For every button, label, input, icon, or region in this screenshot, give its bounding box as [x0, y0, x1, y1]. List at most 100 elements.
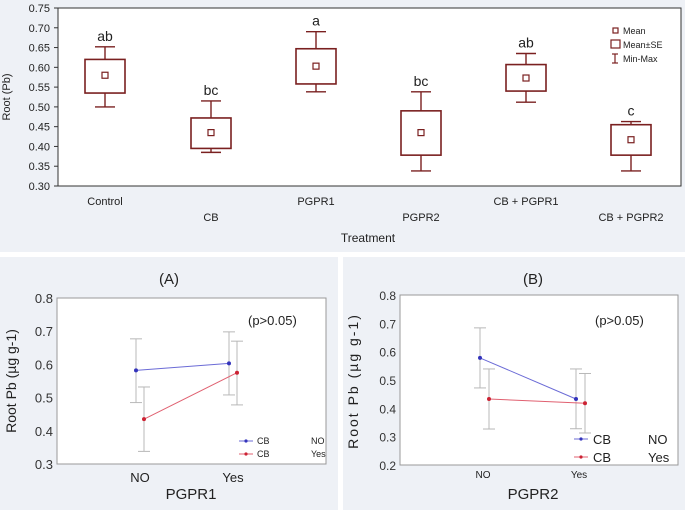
series-line	[479, 357, 577, 400]
se-box	[610, 123, 652, 156]
data-point	[134, 368, 138, 373]
x-tick-label: PGPR2	[402, 212, 439, 224]
x-tick-label: PGPR1	[297, 196, 334, 208]
data-point	[235, 370, 239, 375]
legend-mean-marker	[612, 27, 619, 34]
y-axis: 0.30 0.35 0.40 0.45 0.50 0.55 0.60 0.65 0.70 0.75	[29, 3, 58, 193]
significance-letter: c	[628, 103, 635, 119]
panel-a: (A) 0.3 0.4 0.5 0.6 0.7 0.8 NO Yes (p>0.05) Ro…	[0, 257, 338, 510]
y-axis-label-a: Root Pb (µg g-1)	[3, 329, 19, 433]
y-tick-label: 0.4	[35, 424, 53, 439]
box-group: ab	[84, 28, 126, 108]
data-point	[583, 401, 587, 406]
y-tick-label: 0.3	[379, 431, 396, 445]
y-tick-label: 0.7	[35, 324, 53, 339]
mean-marker	[627, 136, 635, 144]
legend-minmax-label: Min-Max	[623, 54, 658, 64]
x-tick-labels-b: NO Yes	[476, 470, 588, 481]
series-line	[135, 362, 230, 371]
y-axis-label: Root (Pb)	[1, 73, 13, 120]
y-tick-label: 0.70	[29, 23, 50, 35]
x-tick-labels: Control CB PGPR1 PGPR2 CB + PGPR1 CB + PGPR2	[87, 196, 663, 224]
box-group: bc	[400, 73, 442, 172]
x-tick-label: CB + PGPR2	[598, 212, 663, 224]
y-tick-label: 0.40	[29, 141, 50, 153]
data-point	[227, 361, 231, 366]
mean-marker	[312, 62, 320, 70]
series-line	[143, 372, 238, 420]
series-b	[474, 327, 591, 434]
legend-b: CB NO CB Yes	[574, 432, 670, 465]
x-tick-label: Yes	[571, 470, 587, 481]
significance-letter: bc	[414, 73, 429, 89]
data-point	[142, 417, 146, 422]
annotation-b: (p>0.05)	[595, 313, 644, 328]
plot-area-a	[56, 297, 327, 465]
plot-area	[57, 7, 682, 187]
y-tick-label: 0.50	[29, 102, 50, 114]
data-point	[478, 355, 482, 360]
x-tick-label: NO	[476, 470, 491, 481]
y-tick-label: 0.4	[379, 402, 396, 416]
series-no	[474, 327, 582, 430]
interaction-chart-a: (A) 0.3 0.4 0.5 0.6 0.7 0.8 NO Yes (p>0.05) Ro…	[3, 271, 327, 503]
box-group: ab	[505, 34, 547, 103]
y-tick-label: 0.30	[29, 181, 50, 193]
y-tick-label: 0.75	[29, 3, 50, 15]
y-axis-b: 0.2 0.3 0.4 0.5 0.6 0.7 0.8	[379, 289, 396, 473]
legend-b-level-no: NO	[648, 432, 668, 447]
top-chart-panel: 0.30 0.35 0.40 0.45 0.50 0.55 0.60 0.65 0.70 0.75…	[0, 0, 685, 252]
y-tick-label: 0.55	[29, 82, 50, 94]
se-box	[505, 63, 547, 92]
y-tick-label: 0.35	[29, 161, 50, 173]
legend-b-dot-no	[579, 437, 583, 441]
panel-b-title: (B)	[523, 271, 543, 288]
mean-marker	[417, 129, 425, 137]
y-tick-label: 0.3	[35, 457, 53, 472]
mean-marker	[522, 74, 530, 82]
legend-mean-label: Mean	[623, 26, 646, 36]
x-tick-label: Control	[87, 196, 122, 208]
y-tick-label: 0.60	[29, 62, 50, 74]
y-tick-label: 0.8	[379, 289, 396, 303]
y-axis-a: 0.3 0.4 0.5 0.6 0.7 0.8	[35, 291, 53, 472]
y-tick-label: 0.65	[29, 43, 50, 55]
x-tick-label: CB	[203, 212, 218, 224]
data-point	[487, 396, 491, 401]
y-tick-label: 0.6	[35, 357, 53, 372]
legend-a-level-yes: Yes	[311, 449, 326, 459]
series-yes	[483, 368, 591, 434]
legend: Mean Mean±SE Min-Max	[610, 26, 662, 64]
series-no	[130, 331, 235, 404]
x-tick-label: NO	[130, 470, 150, 485]
y-tick-label: 0.7	[379, 317, 396, 331]
significance-letter: a	[312, 13, 320, 29]
x-tick-label: CB + PGPR1	[493, 196, 558, 208]
se-box	[295, 47, 337, 85]
mean-marker	[101, 71, 109, 79]
legend-a-level-no: NO	[311, 436, 325, 446]
significance-letter: ab	[518, 34, 534, 50]
x-axis-label-a: PGPR1	[166, 486, 217, 503]
series-yes	[138, 340, 243, 452]
panel-a-title: (A)	[159, 271, 179, 288]
y-tick-label: 0.5	[35, 391, 53, 406]
legend-b-cb-yes: CB	[593, 450, 611, 465]
legend-a-cb-no: CB	[257, 436, 270, 446]
y-tick-label: 0.6	[379, 346, 396, 360]
panel-b: (B) 0.2 0.3 0.4 0.5 0.6 0.7 0.8 NO Yes (p>0.05)…	[343, 257, 685, 510]
legend-b-level-yes: Yes	[648, 450, 670, 465]
box-group: a	[295, 13, 337, 93]
x-tick-label: Yes	[222, 470, 244, 485]
series-line	[488, 398, 586, 404]
box-group: c	[610, 103, 652, 172]
interaction-chart-b: (B) 0.2 0.3 0.4 0.5 0.6 0.7 0.8 NO Yes (p>0.05)…	[345, 271, 679, 503]
plot-area-b	[399, 294, 679, 466]
x-axis-label: Treatment	[341, 231, 396, 245]
x-tick-labels-a: NO Yes	[130, 470, 244, 485]
legend-a: CB NO CB Yes	[239, 436, 326, 459]
x-axis-label-b: PGPR2	[508, 486, 559, 503]
significance-letter: bc	[204, 82, 219, 98]
y-tick-label: 0.2	[379, 459, 396, 473]
